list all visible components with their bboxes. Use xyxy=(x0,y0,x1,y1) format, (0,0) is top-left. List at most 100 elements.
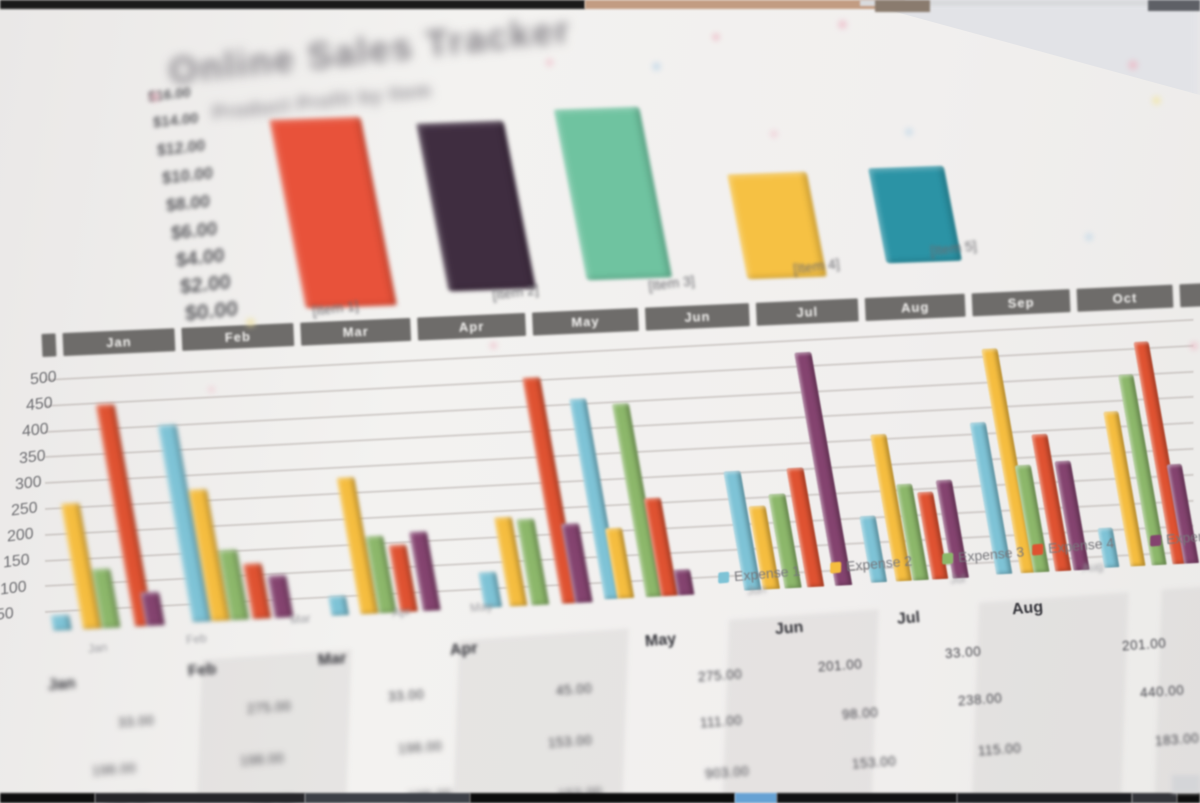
month-strip-stub xyxy=(41,333,57,357)
bar-expense-5 xyxy=(266,574,294,619)
table-month-header: Jun xyxy=(774,618,805,639)
main-chart-ytick: 250 xyxy=(10,499,38,520)
bar-cluster-jul xyxy=(853,308,969,583)
table-cell-value: 98.00 xyxy=(841,704,879,723)
legend-swatch-icon xyxy=(942,552,954,565)
table-cell-value: 33.00 xyxy=(387,686,425,705)
table-cell-value: 440.00 xyxy=(1139,682,1185,701)
paper-speck xyxy=(490,342,497,349)
paper-speck xyxy=(652,62,661,71)
paper-speck xyxy=(770,130,778,138)
table-column-shading xyxy=(194,649,352,803)
table-cell-value: 33.00 xyxy=(944,643,982,662)
paper-speck xyxy=(150,92,160,102)
bottom-edge-object xyxy=(1132,793,1177,803)
main-chart-xtick: Jul xyxy=(949,571,967,587)
paper-speck xyxy=(208,386,215,393)
top-edge-object xyxy=(585,0,905,9)
table-month-header: Jan xyxy=(47,674,77,695)
main-chart-ytick: 300 xyxy=(14,473,42,494)
table-month-header: May xyxy=(644,630,677,651)
legend-swatch-icon xyxy=(1032,543,1044,556)
bottom-edge-object xyxy=(470,793,735,803)
main-chart-ytick: 100 xyxy=(0,577,27,599)
bar-cluster-jan xyxy=(38,356,165,631)
table-cell-value: 33.00 xyxy=(117,712,155,731)
bar-cluster-feb xyxy=(157,348,294,623)
top-chart-ytick: $10.00 xyxy=(161,163,214,189)
main-chart-ytick: 350 xyxy=(18,446,46,468)
table-cell-value: 201.00 xyxy=(817,656,863,675)
bottom-edge-object xyxy=(305,793,470,803)
paper-speck xyxy=(838,20,847,29)
top-edge-object xyxy=(0,0,585,9)
table-cell-value: 153.00 xyxy=(851,753,897,772)
bar-expense-1 xyxy=(327,595,350,616)
bottom-edge-object xyxy=(957,793,1132,803)
table-cell-value: 45.00 xyxy=(555,680,593,699)
main-chart-xtick: Apr xyxy=(391,604,412,620)
main-chart-xtick: Mar xyxy=(289,610,312,628)
main-chart-ytick: 150 xyxy=(3,551,31,573)
top-chart-ytick: $12.00 xyxy=(157,137,206,160)
main-chart-xtick: Jun xyxy=(746,582,768,598)
bar-cluster-may xyxy=(569,325,695,600)
table-cell-value: 275.00 xyxy=(697,666,743,685)
bottom-edge-object xyxy=(95,793,305,803)
legend-swatch-icon xyxy=(830,561,842,574)
paper-speck xyxy=(1152,96,1161,105)
paper-speck xyxy=(545,58,554,67)
table-cell-value: 198.00 xyxy=(239,750,285,769)
top-chart-bar xyxy=(269,115,397,308)
top-chart-ytick: $0.00 xyxy=(184,297,239,327)
bottom-edge-object xyxy=(1177,793,1200,803)
table-month-header: Aug xyxy=(1011,598,1044,619)
paper-speck xyxy=(712,33,720,41)
paper-speck xyxy=(1190,342,1198,350)
table-cell-value: 183.00 xyxy=(1154,730,1200,749)
top-chart-ytick: $2.00 xyxy=(179,270,232,299)
table-cell-value: 111.00 xyxy=(699,712,743,731)
table-cell-value: 903.00 xyxy=(704,763,750,782)
table-month-header: Feb xyxy=(187,660,218,681)
top-chart-ytick: $6.00 xyxy=(170,217,218,244)
bar-cluster-aug xyxy=(969,300,1090,575)
main-chart-xtick: Jan xyxy=(87,640,109,656)
month-strip-cell: Feb xyxy=(181,323,295,351)
table-cell-value: 201.00 xyxy=(1121,635,1167,654)
table-cell-value: 115.00 xyxy=(977,740,1022,759)
paper-speck xyxy=(1128,60,1138,70)
bar-expense-2 xyxy=(60,502,102,630)
paper-speck xyxy=(246,318,255,327)
bar-cluster-mar xyxy=(316,341,441,616)
bar-cluster-apr xyxy=(468,333,593,608)
bottom-edge-highlight xyxy=(1172,775,1200,793)
top-edge-object xyxy=(860,0,1200,6)
main-chart-ytick: 50 xyxy=(0,604,14,624)
month-strip-cell: Nov xyxy=(1179,280,1200,308)
main-chart-ytick: 200 xyxy=(7,525,34,546)
top-edge-object xyxy=(1148,0,1200,11)
legend-swatch-icon xyxy=(718,571,730,584)
bar-expense-1 xyxy=(50,614,72,631)
top-chart-ytick: $4.00 xyxy=(175,244,225,272)
legend-swatch-icon xyxy=(1150,534,1162,547)
bar-expense-5 xyxy=(672,568,695,596)
paper-speck xyxy=(1085,233,1093,241)
table-month-header: Mar xyxy=(317,649,348,670)
bottom-edge-object xyxy=(777,793,957,803)
bar-cluster-jun xyxy=(723,316,853,591)
top-chart-ytick: $14.00 xyxy=(152,110,199,132)
paper-speck xyxy=(905,128,913,136)
main-chart-xtick: Aug xyxy=(1081,558,1105,576)
main-chart-xtick: Feb xyxy=(185,630,208,648)
table-cell-value: 238.00 xyxy=(957,690,1003,709)
table-cell-value: 198.00 xyxy=(397,738,443,757)
top-edge-object xyxy=(875,0,930,12)
top-chart-bar xyxy=(553,106,673,281)
top-chart-ytick: $8.00 xyxy=(166,190,211,216)
top-chart-bar xyxy=(416,120,536,292)
table-cell-value: 275.00 xyxy=(246,698,292,717)
table-month-header: Apr xyxy=(449,639,479,660)
